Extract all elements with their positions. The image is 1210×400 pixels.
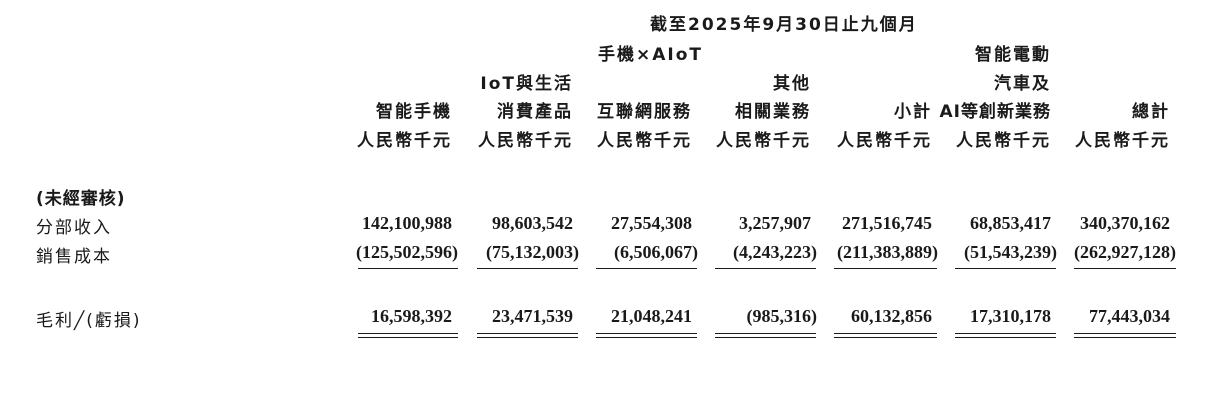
total-rule-top-ev bbox=[955, 333, 1056, 334]
period-title: 截至2025年9月30日止九個月 bbox=[650, 15, 918, 35]
cell-revenue-smartphone: 142,100,988 bbox=[362, 213, 452, 233]
total-rule-top-iot bbox=[477, 333, 578, 334]
cell-gross-subtotal: 60,132,856 bbox=[851, 306, 932, 326]
cell-gross-total: 77,443,034 bbox=[1089, 306, 1170, 326]
total-rule-bottom-subtotal bbox=[834, 337, 937, 338]
subtotal-rule-other bbox=[715, 268, 816, 269]
col-header-other-line1: 其他 bbox=[773, 74, 811, 94]
col-header-ev-line2: 汽車及 bbox=[994, 74, 1051, 94]
row-label-cost-of-sales: 銷售成本 bbox=[36, 247, 112, 267]
total-rule-bottom-smartphone bbox=[358, 337, 458, 338]
col-unit-subtotal: 人民幣千元 bbox=[837, 131, 932, 151]
col-header-iot-line2: 消費產品 bbox=[497, 102, 573, 122]
cell-revenue-subtotal: 271,516,745 bbox=[842, 213, 932, 233]
cell-revenue-iot: 98,603,542 bbox=[492, 213, 573, 233]
section-label-unaudited: (未經審核) bbox=[36, 189, 126, 209]
total-rule-bottom-internet bbox=[596, 337, 697, 338]
col-unit-smartphone: 人民幣千元 bbox=[357, 131, 452, 151]
total-rule-bottom-total bbox=[1074, 337, 1176, 338]
subtotal-rule-ev bbox=[955, 268, 1056, 269]
cell-revenue-ev: 68,853,417 bbox=[970, 213, 1051, 233]
subtotal-rule-internet bbox=[596, 268, 697, 269]
col-unit-ev: 人民幣千元 bbox=[956, 131, 1051, 151]
cell-cost-subtotal: (211,383,889) bbox=[837, 242, 938, 262]
col-unit-other: 人民幣千元 bbox=[716, 131, 811, 151]
col-header-smartphone: 智能手機 bbox=[376, 102, 452, 122]
cell-cost-smartphone: (125,502,596) bbox=[356, 242, 458, 262]
cell-gross-ev: 17,310,178 bbox=[970, 306, 1051, 326]
total-rule-top-total bbox=[1074, 333, 1176, 334]
row-label-segment-revenue: 分部收入 bbox=[36, 218, 112, 238]
subtotal-rule-smartphone bbox=[358, 268, 458, 269]
total-rule-bottom-ev bbox=[955, 337, 1056, 338]
cell-revenue-internet: 27,554,308 bbox=[611, 213, 692, 233]
total-rule-bottom-iot bbox=[477, 337, 578, 338]
col-header-ev-line1: 智能電動 bbox=[975, 45, 1051, 65]
subtotal-rule-total bbox=[1074, 268, 1176, 269]
cell-gross-smartphone: 16,598,392 bbox=[371, 306, 452, 326]
col-unit-iot: 人民幣千元 bbox=[478, 131, 573, 151]
col-unit-internet-services: 人民幣千元 bbox=[597, 131, 692, 151]
group-header-phone-aiot: 手機×AIoT bbox=[598, 45, 704, 65]
cell-cost-other: (4,243,223) bbox=[733, 242, 817, 262]
total-rule-top-other bbox=[715, 333, 816, 334]
cell-gross-other: (985,316) bbox=[746, 306, 818, 326]
col-unit-total: 人民幣千元 bbox=[1075, 131, 1170, 151]
col-header-internet-services: 互聯網服務 bbox=[597, 102, 692, 122]
cell-cost-total: (262,927,128) bbox=[1074, 242, 1176, 262]
total-rule-top-smartphone bbox=[358, 333, 458, 334]
total-rule-top-internet bbox=[596, 333, 697, 334]
col-header-other-line2: 相關業務 bbox=[735, 102, 811, 122]
subtotal-rule-iot bbox=[477, 268, 578, 269]
cell-cost-ev: (51,543,239) bbox=[964, 242, 1057, 262]
cell-gross-iot: 23,471,539 bbox=[492, 306, 573, 326]
row-label-gross-profit: 毛利╱(虧損) bbox=[36, 311, 142, 331]
cell-revenue-other: 3,257,907 bbox=[739, 213, 811, 233]
col-header-ev-line3: AI等創新業務 bbox=[939, 102, 1051, 122]
cell-revenue-total: 340,370,162 bbox=[1080, 213, 1170, 233]
col-header-subtotal: 小計 bbox=[894, 102, 932, 122]
total-rule-bottom-other bbox=[715, 337, 816, 338]
col-header-iot-line1: IoT與生活 bbox=[480, 74, 573, 94]
col-header-total: 總計 bbox=[1132, 102, 1170, 122]
total-rule-top-subtotal bbox=[834, 333, 937, 334]
subtotal-rule-subtotal bbox=[834, 268, 937, 269]
cell-cost-internet: (6,506,067) bbox=[614, 242, 698, 262]
cell-gross-internet: 21,048,241 bbox=[611, 306, 692, 326]
cell-cost-iot: (75,132,003) bbox=[486, 242, 579, 262]
